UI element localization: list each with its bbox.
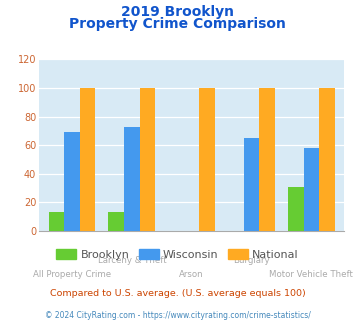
Bar	[109, 213, 124, 231]
Bar	[200, 88, 215, 231]
Bar	[80, 88, 95, 231]
Text: All Property Crime: All Property Crime	[33, 270, 111, 279]
Text: Motor Vehicle Theft: Motor Vehicle Theft	[269, 270, 353, 279]
Text: Compared to U.S. average. (U.S. average equals 100): Compared to U.S. average. (U.S. average …	[50, 289, 305, 298]
Bar	[49, 213, 64, 231]
Text: Burglary: Burglary	[233, 256, 270, 265]
Text: Property Crime Comparison: Property Crime Comparison	[69, 17, 286, 31]
Bar	[288, 187, 304, 231]
Bar	[244, 138, 260, 231]
Text: 2019 Brooklyn: 2019 Brooklyn	[121, 5, 234, 19]
Bar	[64, 132, 80, 231]
Bar	[304, 148, 319, 231]
Text: Larceny & Theft: Larceny & Theft	[98, 256, 166, 265]
Bar	[260, 88, 275, 231]
Bar	[124, 127, 140, 231]
Text: © 2024 CityRating.com - https://www.cityrating.com/crime-statistics/: © 2024 CityRating.com - https://www.city…	[45, 311, 310, 320]
Text: Arson: Arson	[179, 270, 204, 279]
Bar	[319, 88, 335, 231]
Bar	[140, 88, 155, 231]
Legend: Brooklyn, Wisconsin, National: Brooklyn, Wisconsin, National	[52, 245, 303, 264]
